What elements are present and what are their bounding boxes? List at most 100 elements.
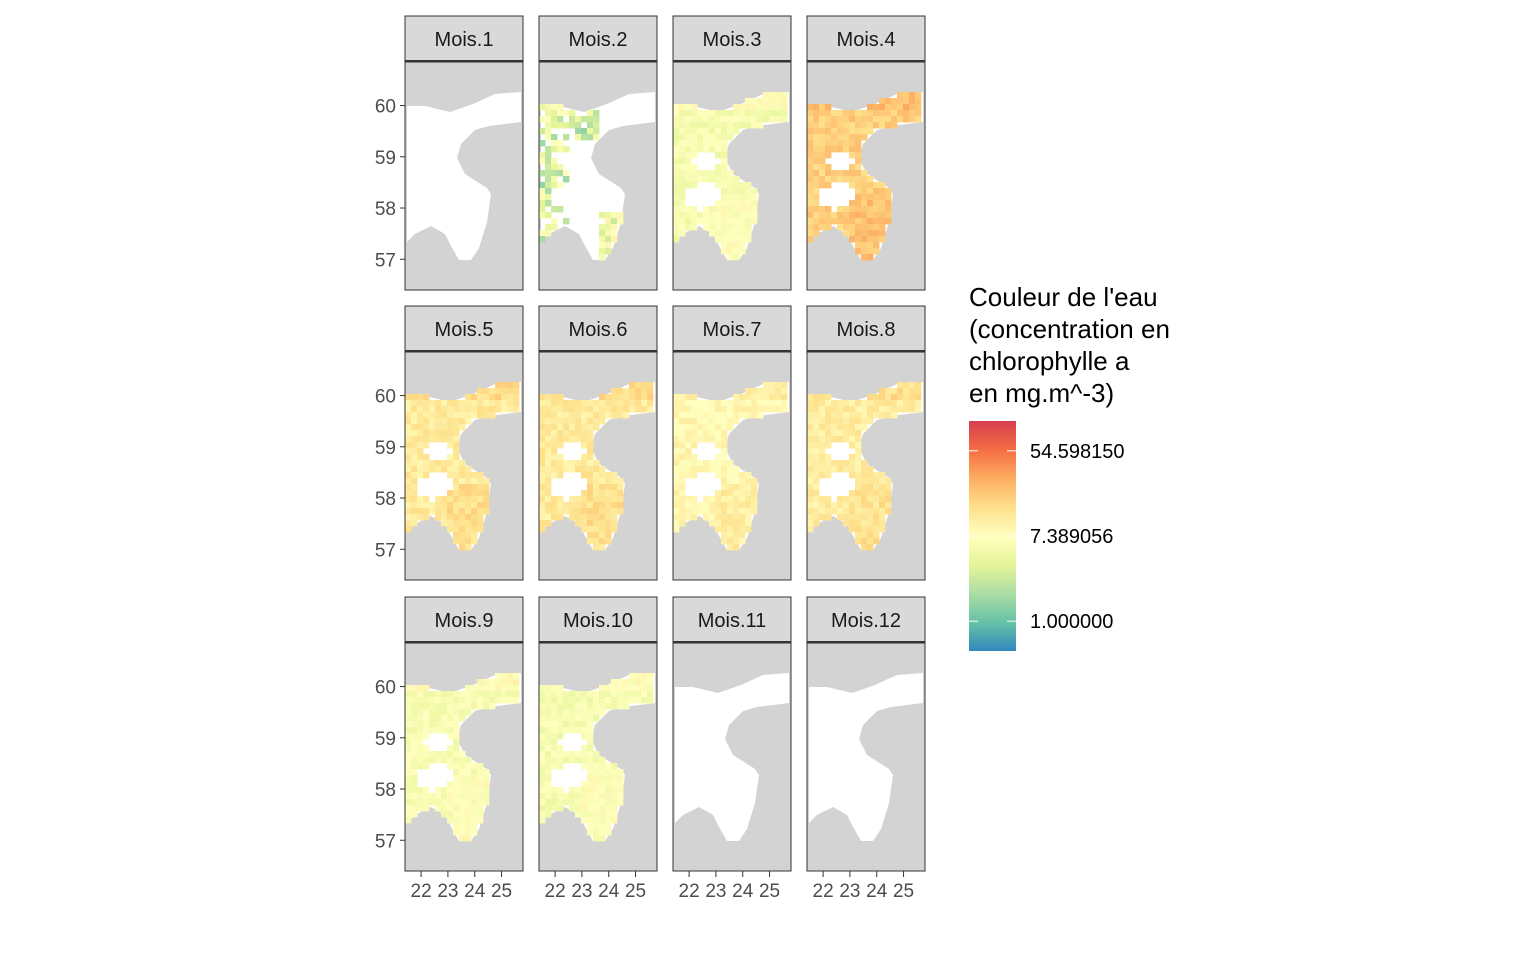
raster-cell: [849, 514, 856, 521]
raster-cell: [623, 679, 630, 686]
raster-cell: [897, 406, 904, 413]
raster-cell: [879, 116, 886, 123]
raster-cell: [617, 490, 624, 497]
raster-cell: [611, 817, 618, 824]
raster-cell: [405, 811, 412, 818]
raster-cell: [709, 406, 716, 413]
raster-cell: [459, 520, 466, 527]
raster-cell: [861, 406, 868, 413]
raster-cell: [471, 703, 478, 710]
raster-cell: [855, 128, 862, 135]
raster-cell: [557, 751, 564, 758]
raster-cell: [673, 230, 680, 237]
raster-cell: [435, 805, 442, 812]
raster-cell: [635, 388, 642, 395]
raster-cell: [587, 430, 594, 437]
raster-cell: [605, 472, 612, 479]
raster-cell: [411, 739, 418, 746]
raster-cell: [831, 128, 838, 135]
raster-cell: [551, 412, 558, 419]
raster-cell: [885, 110, 892, 117]
raster-cell: [453, 775, 460, 782]
raster-cell: [539, 502, 546, 509]
raster-cell: [679, 418, 686, 425]
raster-cell: [495, 394, 502, 401]
raster-cell: [855, 170, 862, 177]
y-tick-label: 59: [375, 729, 396, 750]
raster-cell: [709, 176, 716, 183]
raster-cell: [569, 721, 576, 728]
raster-cell: [545, 430, 552, 437]
raster-cell: [429, 400, 436, 407]
legend-break-label: 7.389056: [1030, 526, 1113, 548]
raster-cell: [721, 224, 728, 231]
raster-cell: [593, 829, 600, 836]
raster-cell: [501, 388, 508, 395]
raster-cell: [411, 787, 418, 794]
chlorophyll-raster: [807, 382, 922, 551]
raster-cell: [873, 526, 880, 533]
raster-cell: [819, 116, 826, 123]
raster-cell: [745, 496, 752, 503]
raster-cell: [727, 224, 734, 231]
raster-cell: [557, 685, 564, 692]
raster-cell: [855, 496, 862, 503]
raster-cell: [441, 400, 448, 407]
raster-cell: [843, 128, 850, 135]
raster-cell: [745, 394, 752, 401]
raster-cell: [641, 394, 648, 401]
raster-cell: [757, 400, 764, 407]
raster-cell: [721, 194, 728, 201]
raster-cell: [581, 514, 588, 521]
raster-cell: [441, 496, 448, 503]
raster-cell: [465, 532, 472, 539]
raster-cell: [453, 490, 460, 497]
raster-cell: [581, 406, 588, 413]
raster-cell: [739, 236, 746, 243]
raster-cell: [605, 484, 612, 491]
raster-cell: [691, 514, 698, 521]
raster-cell: [849, 206, 856, 213]
raster-cell: [569, 116, 576, 123]
raster-cell: [885, 394, 892, 401]
raster-cell: [489, 703, 496, 710]
raster-cell: [807, 490, 814, 497]
raster-cell: [673, 448, 680, 455]
raster-cell: [825, 104, 832, 111]
raster-cell: [727, 514, 734, 521]
raster-cell: [429, 697, 436, 704]
raster-cell: [697, 466, 704, 473]
raster-cell: [873, 484, 880, 491]
raster-cell: [673, 200, 680, 207]
raster-cell: [897, 400, 904, 407]
raster-cell: [891, 412, 898, 419]
raster-cell: [855, 436, 862, 443]
raster-cell: [593, 763, 600, 770]
raster-cell: [465, 508, 472, 515]
raster-cell: [751, 218, 758, 225]
raster-cell: [465, 769, 472, 776]
raster-cell: [599, 691, 606, 698]
raster-cell: [605, 496, 612, 503]
raster-cell: [861, 412, 868, 419]
raster-cell: [429, 406, 436, 413]
raster-cell: [593, 128, 600, 135]
raster-cell: [551, 739, 558, 746]
raster-cell: [563, 134, 570, 141]
raster-cell: [733, 176, 740, 183]
raster-cell: [843, 212, 850, 219]
raster-cell: [813, 128, 820, 135]
raster-cell: [647, 679, 654, 686]
raster-cell: [879, 412, 886, 419]
raster-cell: [879, 508, 886, 515]
raster-cell: [477, 769, 484, 776]
raster-cell: [819, 176, 826, 183]
raster-cell: [727, 412, 734, 419]
raster-cell: [861, 490, 868, 497]
raster-cell: [709, 460, 716, 467]
raster-cell: [873, 194, 880, 201]
raster-cell: [429, 460, 436, 467]
raster-cell: [557, 164, 564, 171]
raster-cell: [611, 490, 618, 497]
raster-cell: [447, 745, 454, 752]
